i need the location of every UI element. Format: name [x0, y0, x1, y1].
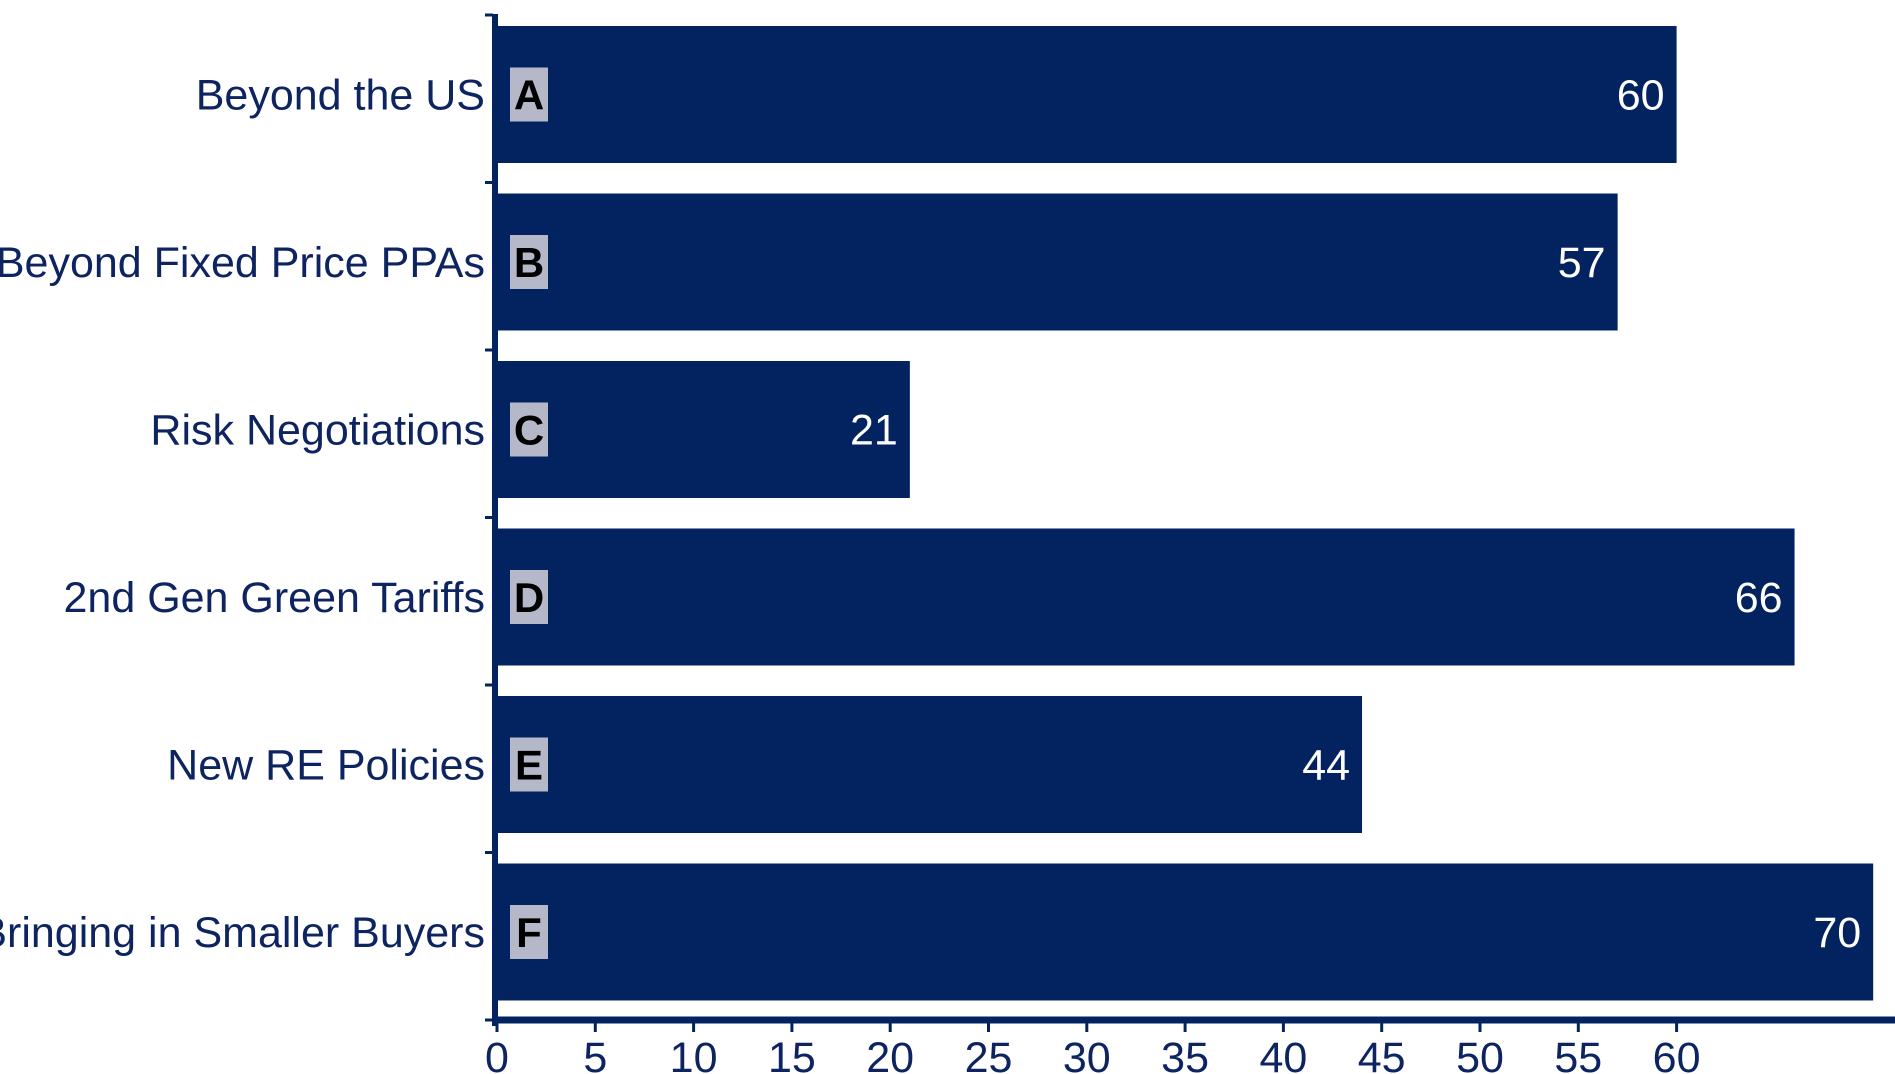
category-labels-layer: Beyond the US Beyond Fixed Price PPAs Risk… [0, 72, 485, 958]
bar [497, 863, 1874, 1001]
category-label: Risk Negotiations [150, 407, 485, 455]
x-tick-label: 15 [768, 1034, 816, 1074]
bar-badge-letter: E [515, 742, 543, 789]
category-label: New RE Policies [167, 742, 485, 790]
category-label: Bringing in Smaller Buyers [0, 909, 485, 957]
bar-value-label: 57 [1558, 239, 1606, 287]
bar-badge-letter: F [516, 909, 542, 956]
x-tick-label: 60 [1653, 1034, 1701, 1074]
x-tick-label: 10 [670, 1034, 718, 1074]
bar-badge [510, 570, 548, 624]
bar [497, 361, 910, 498]
bar-badge [510, 67, 548, 122]
category-label: Beyond Fixed Price PPAs [0, 239, 485, 287]
bar [497, 696, 1363, 833]
x-tick-label: 50 [1456, 1034, 1504, 1074]
bar-value-label: 70 [1813, 909, 1861, 957]
bar-badge-letter: A [514, 72, 544, 119]
bar-badge-letter: C [514, 407, 544, 454]
bar-badge [510, 402, 548, 457]
bar-badge-letter: D [514, 574, 544, 621]
x-tick-label: 5 [583, 1034, 607, 1074]
bar-value-label: 21 [850, 407, 898, 455]
bar-badge [510, 737, 548, 792]
bar-value-label: 60 [1617, 72, 1665, 120]
x-tick-label: 35 [1161, 1034, 1209, 1074]
bars-layer: A 60 B 57 C 21 D 66 E 44 F 70 [497, 26, 1874, 1001]
bar-value-label: 44 [1302, 742, 1350, 790]
bar [497, 26, 1677, 163]
x-tick-label: 45 [1358, 1034, 1406, 1074]
x-tick-label: 55 [1554, 1034, 1602, 1074]
bar [497, 193, 1618, 331]
bar [497, 528, 1795, 666]
x-tick-label: 30 [1063, 1034, 1111, 1074]
x-tick-label: 0 [485, 1034, 509, 1074]
bar-badge-letter: B [514, 239, 544, 286]
category-label: Beyond the US [196, 72, 485, 120]
category-label: 2nd Gen Green Tariffs [64, 574, 486, 622]
x-tick-label: 20 [866, 1034, 914, 1074]
bar-badge [510, 905, 548, 959]
x-tick-label: 25 [965, 1034, 1013, 1074]
bar-badge [510, 235, 548, 289]
x-tick-label: 40 [1259, 1034, 1307, 1074]
bar-value-label: 66 [1735, 574, 1783, 622]
x-axis: 0 5 10 15 20 25 30 35 40 45 50 55 60 [485, 13, 1895, 1074]
